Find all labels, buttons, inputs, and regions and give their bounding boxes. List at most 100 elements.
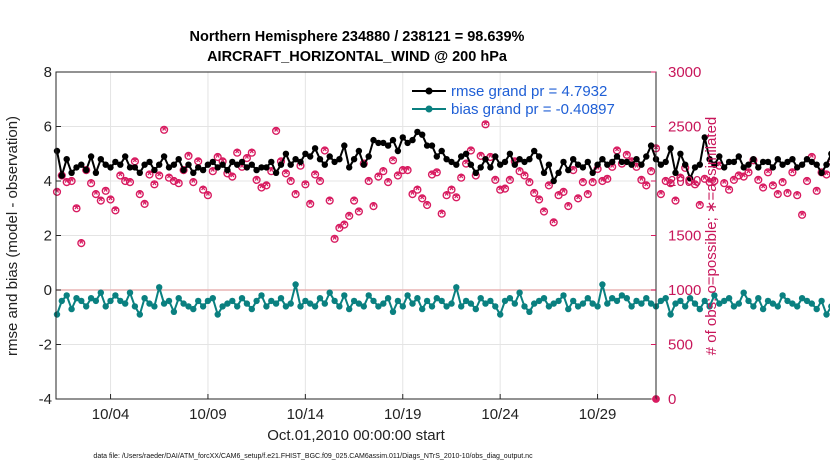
- chart-title-line-2: AIRCRAFT_HORIZONTAL_WIND @ 200 hPa: [207, 49, 508, 65]
- bias-point-154: [803, 297, 811, 305]
- rmse-point-122: [647, 142, 655, 149]
- obs-assimilated-73: *: [410, 187, 416, 202]
- obs-assimilated-39: *: [244, 151, 250, 166]
- obs-possible-95: [515, 167, 524, 176]
- rmse-point-6: [83, 166, 90, 174]
- rmse-point-138: [725, 158, 733, 166]
- obs-assimilated-91: *: [498, 183, 504, 198]
- rmse-point-62: [355, 147, 363, 155]
- obs-assimilated-84: *: [464, 157, 470, 172]
- bias-point-86: [472, 305, 479, 313]
- rmse-point-85: [467, 161, 475, 168]
- y-tick-label-1: -2: [39, 337, 52, 354]
- obs-assimilated-156: *: [814, 184, 820, 199]
- rmse-point-28: [190, 169, 197, 176]
- rmse-point-58: [336, 156, 343, 163]
- obs-assimilated-65: *: [371, 199, 377, 214]
- bias-point-119: [633, 297, 640, 305]
- obs-assimilated-152: *: [795, 188, 801, 203]
- obs-assimilated-86: *: [473, 169, 479, 184]
- bias-point-55: [321, 300, 328, 307]
- rmse-point-140: [735, 153, 742, 160]
- bias-point-42: [258, 292, 265, 299]
- obs-assimilated-114: *: [610, 160, 616, 175]
- obs-assimilated-68: *: [386, 175, 392, 190]
- rmse-point-1: [58, 172, 65, 179]
- obs-possible-105: [564, 202, 573, 211]
- obs-possible-8: [91, 190, 101, 199]
- obs-possible-65: [369, 202, 378, 211]
- rmse-point-73: [409, 136, 416, 144]
- rmse-point-68: [384, 142, 392, 149]
- obs-assimilated-155: *: [809, 150, 815, 165]
- obs-assimilated-59: *: [342, 218, 348, 233]
- bias-point-18: [141, 295, 148, 302]
- obs-assimilated-78: *: [434, 165, 440, 180]
- rmse-point-2: [63, 156, 70, 163]
- bias-point-67: [380, 300, 387, 307]
- obs-possible-62: [354, 207, 364, 216]
- obs-assimilated-30: *: [201, 183, 207, 198]
- bias-point-40: [248, 305, 255, 313]
- bias-point-25: [175, 295, 182, 302]
- rmse-point-21: [156, 161, 163, 168]
- rmse-point-114: [609, 158, 616, 166]
- obs-possible-128: [676, 173, 685, 182]
- obs-assimilated-105: *: [566, 199, 572, 214]
- obs-assimilated-79: *: [439, 207, 445, 222]
- bias-point-8: [92, 297, 100, 305]
- obs-assimilated-38: *: [239, 160, 245, 175]
- obs-possible-145: [758, 183, 768, 192]
- y-tick-label-4: 4: [44, 173, 52, 190]
- bias-point-51: [302, 297, 309, 305]
- obs-possible-80: [442, 191, 451, 200]
- rmse-point-108: [579, 164, 587, 171]
- bias-point-47: [282, 303, 290, 310]
- x-tick-label-3: 10/19: [384, 406, 422, 423]
- bias-point-87: [477, 295, 484, 302]
- bias-series: [53, 281, 830, 318]
- obs-assimilated-52: *: [308, 197, 314, 212]
- y-right-axis-label: # of obs: o=possible; ∗=assimilated: [703, 117, 720, 356]
- obs-assimilated-45: *: [274, 124, 280, 139]
- obs-possible-20: [150, 180, 159, 189]
- bias-point-93: [506, 295, 514, 302]
- rmse-point-43: [263, 164, 270, 171]
- obs-assimilated-23: *: [166, 171, 172, 186]
- rmse-point-109: [584, 158, 591, 166]
- obs-assimilated-136: *: [717, 159, 723, 174]
- bias-point-110: [589, 300, 596, 307]
- obs-possible-117: [622, 150, 631, 159]
- bias-point-130: [686, 295, 694, 302]
- obs-possible-148: [773, 190, 782, 199]
- rmse-point-145: [759, 158, 767, 166]
- obs-assimilated-72: *: [405, 163, 411, 178]
- obs-possible-66: [374, 172, 383, 181]
- rmse-point-87: [477, 164, 484, 171]
- rmse-point-141: [740, 164, 747, 171]
- obs-possible-99: [534, 195, 544, 204]
- obs-assimilated-98: *: [532, 186, 538, 201]
- obs-assimilated-61: *: [352, 194, 358, 209]
- obs-possible-57: [330, 234, 339, 243]
- obs-assimilated-90: *: [493, 173, 499, 188]
- bias-point-5: [78, 297, 85, 305]
- bias-point-125: [662, 295, 669, 302]
- y-axis-label: rmse and bias (model - observation): [4, 116, 21, 356]
- bias-point-59: [341, 292, 348, 299]
- obs-assimilated-64: *: [366, 174, 372, 189]
- bias-point-108: [579, 300, 587, 307]
- rmse-point-40: [248, 161, 255, 168]
- obs-possible-77: [427, 170, 437, 179]
- bias-point-70: [394, 297, 402, 305]
- bias-point-80: [443, 303, 450, 310]
- rmse-point-26: [180, 166, 187, 174]
- obs-assimilated-126: *: [668, 176, 674, 191]
- obs-possible-126: [666, 179, 675, 188]
- rmse-point-151: [789, 156, 796, 163]
- obs-assimilated-87: *: [478, 149, 484, 164]
- obs-possible-88: [481, 120, 490, 129]
- obs-possible-83: [457, 173, 466, 182]
- rmse-point-60: [346, 164, 353, 171]
- rmse-point-118: [628, 161, 635, 168]
